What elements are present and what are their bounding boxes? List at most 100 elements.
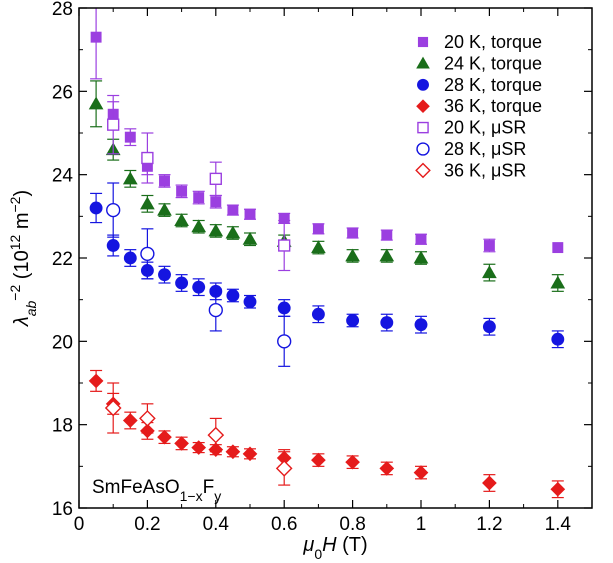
- data-layer: [88, 8, 566, 499]
- data-point: [140, 246, 155, 261]
- x-tick-label: 0: [74, 514, 85, 535]
- sample-annotation: SmFeAsO1−xFy: [92, 477, 221, 504]
- data-point: [89, 201, 103, 215]
- data-point: [225, 225, 241, 239]
- data-point: [209, 172, 222, 185]
- data-point: [414, 318, 428, 332]
- x-tick-label: 1.4: [545, 514, 572, 535]
- x-tick-label: 1.2: [476, 514, 502, 535]
- legend-marker: [416, 56, 430, 69]
- data-point: [345, 248, 360, 262]
- data-point: [277, 334, 292, 349]
- data-point: [381, 229, 393, 241]
- legend-marker: [416, 142, 430, 156]
- data-point: [312, 223, 324, 235]
- data-point: [159, 175, 170, 187]
- data-point: [193, 192, 205, 204]
- x-tick-label: 0.8: [339, 514, 365, 535]
- data-point: [106, 239, 120, 252]
- y-tick-label: 20: [52, 332, 73, 353]
- data-point: [208, 302, 223, 318]
- data-point: [346, 314, 360, 327]
- legend-label: 36 K, torque: [444, 96, 542, 116]
- y-tick-label: 22: [52, 249, 73, 270]
- data-point: [311, 307, 325, 321]
- x-axis-label: μ0H (T): [302, 534, 367, 562]
- data-point: [482, 475, 497, 491]
- data-point: [158, 268, 171, 282]
- legend-label: 28 K, torque: [444, 75, 542, 95]
- data-point: [413, 250, 429, 264]
- x-tick-label: 1: [416, 514, 427, 535]
- data-point: [141, 151, 154, 165]
- data-point: [191, 219, 207, 233]
- data-point: [122, 413, 138, 428]
- data-point: [122, 171, 138, 185]
- x-tick-label: 0.2: [134, 514, 160, 535]
- data-point: [157, 429, 172, 445]
- data-point: [278, 212, 290, 224]
- data-point: [345, 454, 360, 470]
- data-point: [88, 373, 104, 389]
- legend-marker: [417, 36, 429, 48]
- data-point: [210, 196, 222, 208]
- data-point: [106, 202, 121, 218]
- legend-label: 24 K, torque: [444, 53, 542, 73]
- legend-label: 20 K, torque: [444, 32, 542, 52]
- y-tick-label: 28: [52, 0, 73, 20]
- data-point: [226, 289, 240, 302]
- data-point: [90, 31, 102, 43]
- data-point: [191, 440, 207, 455]
- data-point: [277, 301, 291, 315]
- data-point: [176, 185, 188, 197]
- data-point: [104, 399, 122, 417]
- data-point: [157, 202, 172, 216]
- y-axis-label: λab−2 (1012 m−2): [7, 190, 39, 327]
- data-point: [175, 276, 189, 290]
- data-point: [208, 223, 224, 237]
- data-point: [550, 275, 566, 289]
- data-point: [347, 227, 359, 239]
- data-point: [242, 231, 258, 245]
- data-point: [379, 461, 395, 476]
- data-point: [192, 280, 206, 294]
- legend-label: 20 K, μSR: [444, 118, 526, 138]
- y-tick-label: 24: [52, 166, 74, 187]
- data-point: [275, 460, 293, 477]
- data-point: [124, 131, 136, 143]
- data-point: [174, 436, 189, 451]
- data-point: [139, 410, 156, 427]
- data-point: [552, 242, 564, 254]
- y-tick-label: 18: [52, 416, 73, 437]
- legend-label: 28 K, μSR: [444, 139, 526, 159]
- series-5: [106, 182, 292, 367]
- data-point: [278, 239, 291, 252]
- data-point: [311, 452, 326, 468]
- data-point: [550, 481, 566, 497]
- data-point: [482, 320, 496, 334]
- data-point: [413, 465, 429, 480]
- data-point: [107, 118, 120, 131]
- data-point: [88, 96, 104, 110]
- data-point: [482, 265, 497, 279]
- y-tick-label: 26: [52, 82, 73, 103]
- data-point: [123, 251, 137, 265]
- data-point: [483, 240, 495, 251]
- x-tick-label: 0.6: [271, 514, 297, 535]
- legend-label: 36 K, μSR: [444, 160, 526, 180]
- series-3: [88, 369, 566, 499]
- legend-marker: [417, 78, 429, 91]
- data-point: [243, 295, 257, 309]
- data-point: [174, 213, 189, 227]
- data-point: [227, 204, 239, 216]
- legend-marker: [417, 121, 429, 134]
- data-point: [379, 248, 395, 262]
- data-point: [380, 316, 394, 330]
- data-point: [242, 446, 258, 462]
- data-point: [311, 240, 326, 254]
- data-point: [551, 332, 565, 346]
- y-tick-label: 16: [52, 499, 73, 520]
- data-point: [415, 233, 427, 245]
